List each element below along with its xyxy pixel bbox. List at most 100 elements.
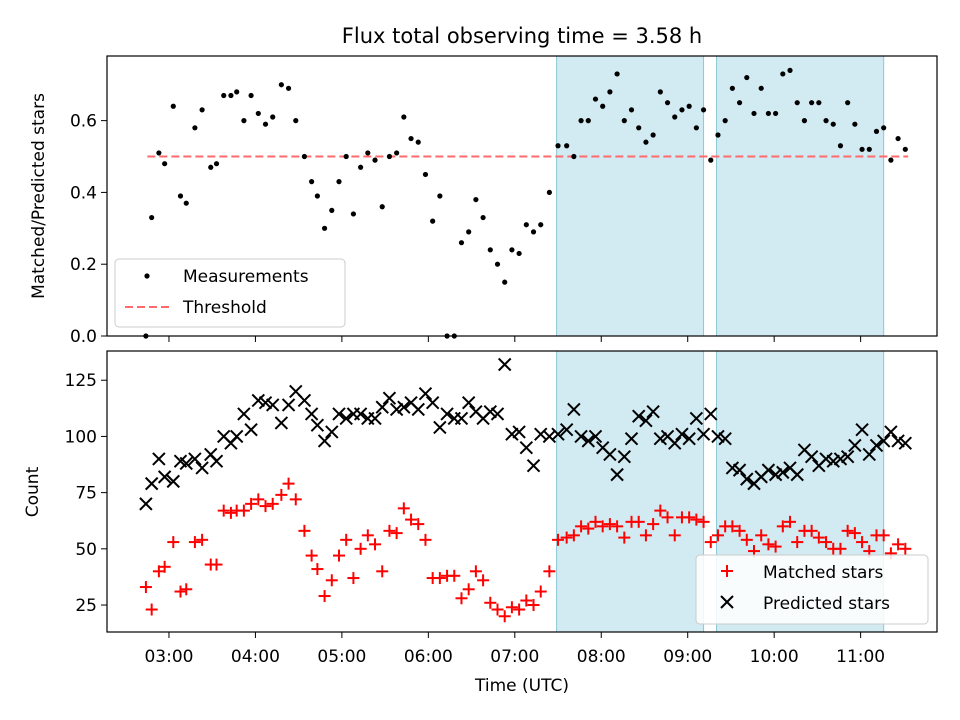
- predicted-star-point: [581, 434, 595, 448]
- predicted-star-point: [461, 395, 476, 410]
- matched-star-point: [484, 596, 497, 609]
- matched-star-point: [469, 565, 482, 578]
- legend-predicted-marker: [720, 595, 734, 609]
- measurement-point: [708, 157, 714, 163]
- matched-star-point: [405, 513, 418, 526]
- measurement-point: [466, 229, 472, 235]
- matched-star-point: [711, 529, 724, 542]
- measurement-point: [873, 128, 880, 134]
- predicted-star-point: [588, 429, 603, 444]
- count-y-ticks: 25 50 75 100 125: [65, 371, 107, 616]
- measurement-point: [744, 74, 750, 81]
- matched-star-point: [812, 531, 825, 544]
- ratio-legend: Measurements Threshold: [114, 258, 346, 328]
- matched-star-point: [726, 520, 739, 533]
- matched-star-point: [534, 585, 547, 598]
- measurement-point: [636, 125, 642, 131]
- predicted-star-point: [512, 425, 526, 439]
- predicted-star-point: [869, 438, 884, 453]
- predicted-star-point: [898, 436, 913, 450]
- matched-star-point: [174, 585, 187, 598]
- predicted-star-point: [876, 434, 891, 448]
- measurement-point: [343, 153, 349, 160]
- x-tick-label: 09:00: [663, 647, 712, 667]
- measurement-point: [401, 114, 407, 120]
- legend-measurements-label: Measurements: [183, 267, 309, 287]
- measurement-point: [192, 125, 198, 131]
- matched-star-point: [361, 529, 374, 542]
- predicted-star-point: [833, 452, 848, 466]
- matched-star-point: [740, 533, 753, 546]
- matched-star-point: [834, 542, 847, 555]
- measurement-point: [502, 279, 508, 285]
- predicted-star-point: [653, 431, 668, 446]
- measurement-point: [208, 164, 214, 170]
- matched-star-point: [697, 515, 710, 528]
- matched-star-point: [252, 493, 265, 506]
- legend-matched-label: Matched stars: [763, 563, 883, 583]
- measurement-point: [881, 125, 887, 131]
- matched-star-point: [245, 497, 258, 510]
- matched-star-point: [289, 493, 302, 506]
- predicted-star-point: [704, 407, 718, 421]
- matched-star-point: [784, 515, 797, 528]
- x-tick-label: 05:00: [317, 647, 366, 667]
- measurement-point: [221, 92, 227, 99]
- predicted-star-point: [483, 404, 498, 419]
- predicted-star-point: [848, 438, 862, 453]
- matched-star-point: [369, 538, 382, 551]
- predicted-star-point: [567, 402, 581, 417]
- measurement-point: [213, 161, 220, 167]
- predicted-star-point: [157, 470, 172, 484]
- matched-star-point: [543, 565, 556, 578]
- y-tick-label: 0.4: [70, 183, 97, 203]
- measurement-point: [170, 103, 176, 109]
- matched-star-point: [755, 529, 768, 542]
- x-tick-label: 03:00: [144, 647, 193, 667]
- measurement-point: [621, 118, 627, 124]
- predicted-star-point: [433, 420, 447, 435]
- matched-star-point: [805, 524, 818, 537]
- measurement-point: [607, 89, 613, 95]
- measurement-point: [309, 179, 315, 185]
- measurement-point: [473, 196, 479, 203]
- predicted-star-point: [389, 402, 404, 417]
- predicted-star-point: [144, 476, 159, 491]
- matched-star-point: [210, 558, 223, 571]
- measurement-point: [350, 211, 357, 217]
- predicted-star-point: [266, 398, 280, 412]
- predicted-star-point: [617, 449, 632, 464]
- measurement-point: [270, 114, 276, 120]
- matched-star-point: [325, 574, 338, 587]
- measurement-point: [358, 164, 364, 170]
- measurement-point: [228, 92, 234, 99]
- matched-star-point: [683, 511, 696, 524]
- matched-star-point: [567, 529, 580, 542]
- measurement-point: [672, 114, 678, 120]
- measurement-point: [255, 110, 261, 117]
- matched-star-point: [856, 536, 869, 549]
- matched-star-point: [513, 603, 526, 616]
- matched-star-point: [704, 536, 717, 549]
- measurement-point: [437, 193, 443, 199]
- matched-star-point: [575, 520, 588, 533]
- measurement-point: [794, 100, 800, 106]
- predicted-star-point: [418, 387, 433, 401]
- measurement-point: [314, 193, 320, 199]
- matched-star-point: [668, 529, 681, 542]
- matched-star-point: [139, 581, 152, 594]
- measurement-point: [592, 96, 599, 102]
- matched-star-point: [298, 524, 311, 537]
- measurement-point: [516, 250, 522, 257]
- matched-star-point: [776, 520, 789, 533]
- matched-star-point: [654, 504, 667, 517]
- matched-star-point: [632, 515, 645, 528]
- measurement-point: [773, 110, 779, 117]
- measurement-point: [837, 143, 844, 149]
- predicted-star-point: [209, 454, 224, 468]
- ratio-y-axis-label: Matched/Predicted stars: [29, 93, 49, 299]
- predicted-star-point: [382, 391, 397, 405]
- matched-star-point: [491, 603, 504, 616]
- predicted-star-point: [668, 436, 682, 450]
- predicted-star-point: [711, 429, 725, 444]
